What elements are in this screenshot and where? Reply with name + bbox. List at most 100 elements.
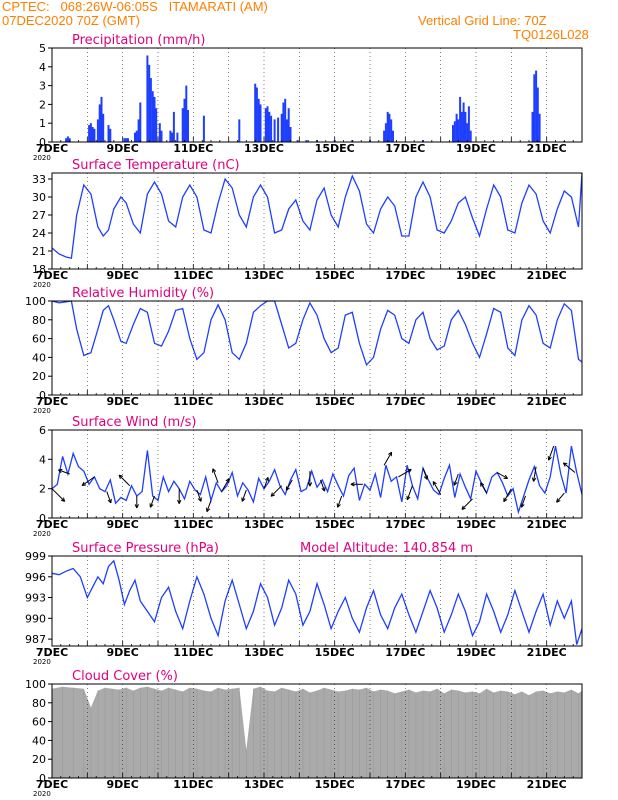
- x-tick-label: 11DEC: [173, 778, 213, 791]
- precip-bar: [66, 136, 69, 142]
- wind-arrow: [461, 498, 473, 510]
- panel-3: [48, 300, 583, 396]
- wind-arrow: [453, 473, 459, 486]
- x-tick-label: 11DEC: [173, 142, 213, 155]
- wind-arrow: [480, 482, 488, 494]
- wind-arrow: [422, 467, 428, 480]
- x-tick-label: 13DEC: [244, 269, 284, 282]
- x-axis-year: 2020: [33, 281, 51, 289]
- wind-arrow: [533, 466, 537, 482]
- wind-arrow-head: [270, 492, 273, 497]
- precip-bar: [531, 111, 534, 142]
- precip-bar: [98, 104, 101, 142]
- wind-arrow-head: [309, 482, 313, 487]
- precip-bar: [100, 96, 103, 142]
- wind-arrow: [263, 477, 269, 489]
- panel-title: Surface Temperature (nC): [72, 158, 240, 173]
- x-tick-label: 19DEC: [456, 142, 496, 155]
- y-tick-label: 20: [32, 370, 46, 383]
- x-tick-label: 9DEC: [107, 142, 139, 155]
- y-tick-label: 60: [32, 333, 46, 346]
- precip-bar: [536, 87, 539, 142]
- precip-bar: [183, 98, 186, 142]
- precip-bar: [273, 119, 276, 142]
- x-axis-year: 2020: [33, 407, 51, 415]
- precip-bar: [462, 102, 465, 142]
- wind-arrow-head: [556, 498, 559, 503]
- x-tick-label: 21DEC: [527, 778, 567, 791]
- precip-bar: [457, 119, 460, 142]
- x-tick-label: 13DEC: [244, 778, 284, 791]
- panel-title: Cloud Cover (%): [72, 669, 178, 684]
- x-tick-label: 7DEC: [36, 646, 68, 659]
- model-altitude: Model Altitude: 140.854 m: [300, 541, 473, 556]
- x-tick-label: 13DEC: [244, 395, 284, 408]
- wind-arrow-head: [423, 476, 428, 480]
- precip-bar: [254, 83, 257, 142]
- precip-bar: [148, 64, 151, 142]
- y-tick-label: 80: [32, 314, 46, 327]
- wind-arrow: [212, 468, 219, 483]
- precip-bar: [169, 130, 172, 142]
- wind-arrow-head: [350, 483, 355, 487]
- x-tick-label: 9DEC: [107, 646, 139, 659]
- wind-arrow-head: [337, 504, 341, 508]
- wind-arrow-head: [461, 507, 466, 510]
- x-tick-label: 7DEC: [36, 269, 68, 282]
- precip-bar: [289, 127, 292, 142]
- precip-bar: [270, 115, 273, 142]
- header-model-id: TQ0126L028: [513, 27, 589, 42]
- precip-bar: [107, 125, 110, 142]
- precip-bar: [171, 132, 174, 142]
- precip-bar: [280, 113, 283, 142]
- wind-arrow: [520, 495, 526, 508]
- precip-bar: [287, 108, 290, 142]
- wind-arrow: [206, 500, 212, 512]
- series-line: [51, 445, 583, 515]
- x-tick-label: 7DEC: [36, 142, 68, 155]
- x-tick-label: 7DEC: [36, 778, 68, 791]
- precip-bar: [259, 104, 262, 142]
- precip-bar: [535, 70, 538, 142]
- y-tick-label: 21: [32, 245, 46, 258]
- y-tick-label: 27: [32, 209, 46, 222]
- wind-arrow-head: [321, 488, 325, 492]
- precip-bar: [134, 132, 136, 142]
- wind-arrow: [383, 451, 393, 466]
- wind-arrow-head: [562, 462, 566, 467]
- wind-arrow-head: [350, 482, 355, 485]
- precip-bar: [466, 123, 469, 142]
- wind-arrow-head: [563, 462, 568, 465]
- x-tick-label: 13DEC: [244, 646, 284, 659]
- precip-bar: [146, 55, 149, 142]
- y-tick-label: 20: [32, 753, 46, 766]
- x-axis-year: 2020: [33, 790, 51, 798]
- x-tick-label: 17DEC: [385, 646, 425, 659]
- y-tick-label: 1: [39, 117, 46, 130]
- x-tick-label: 9DEC: [107, 269, 139, 282]
- precip-bar: [155, 108, 158, 142]
- y-tick-label: 4: [39, 61, 46, 74]
- panel-title: Surface Wind (m/s): [72, 415, 196, 430]
- wind-arrow-head: [307, 482, 311, 487]
- wind-arrow-head: [533, 477, 537, 482]
- panel-1: [48, 47, 583, 143]
- wind-arrow: [406, 485, 413, 500]
- precip-bar: [388, 113, 391, 142]
- wind-arrow-head: [134, 504, 138, 509]
- precip-bar: [149, 78, 152, 142]
- wind-arrow-head: [118, 474, 121, 480]
- wind-arrow: [320, 479, 326, 492]
- precip-bar: [96, 119, 99, 142]
- panel-frame: [51, 555, 583, 647]
- series-line: [51, 559, 583, 645]
- precip-bar: [384, 123, 387, 142]
- panel-4: [48, 429, 583, 519]
- x-tick-label: 15DEC: [315, 518, 355, 531]
- x-tick-label: 9DEC: [107, 395, 139, 408]
- wind-arrow-head: [556, 500, 561, 503]
- y-tick-label: 33: [32, 173, 46, 186]
- precip-bar: [176, 132, 179, 142]
- wind-arrow: [398, 468, 412, 478]
- y-tick-label: 24: [32, 227, 46, 240]
